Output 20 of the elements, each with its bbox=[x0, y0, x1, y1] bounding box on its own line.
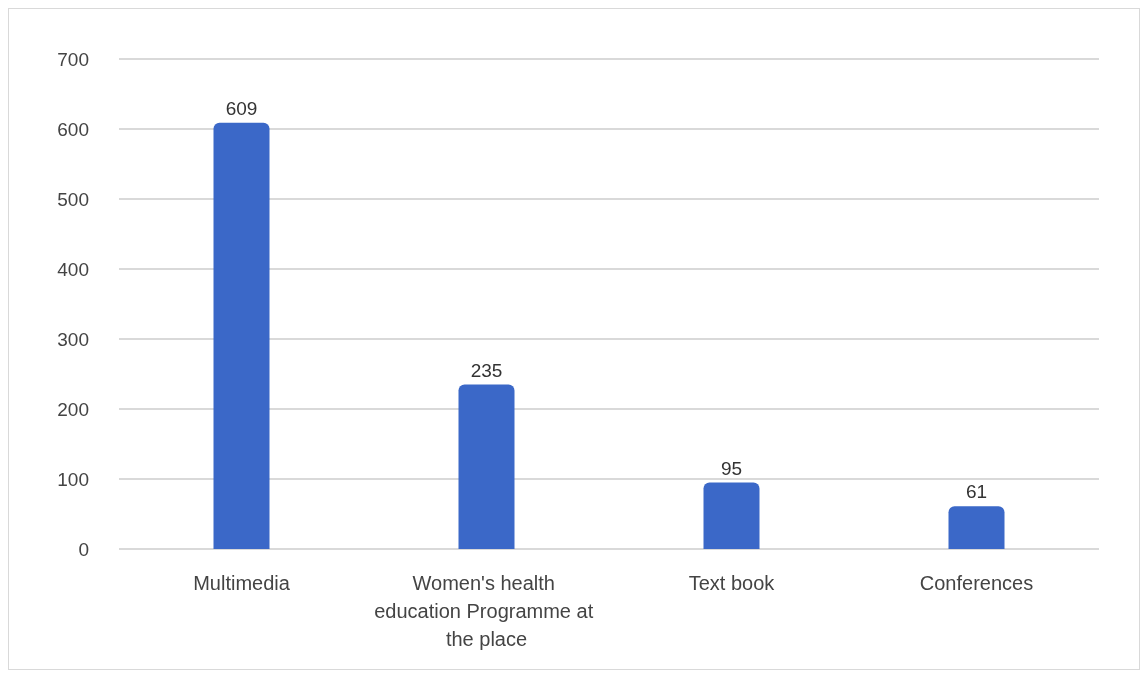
data-label: 95 bbox=[720, 457, 743, 479]
x-tick-label: Multimedia bbox=[193, 572, 291, 594]
data-label: 609 bbox=[225, 97, 258, 119]
y-tick-label: 200 bbox=[57, 398, 89, 420]
data-label: 235 bbox=[470, 359, 503, 381]
bar bbox=[948, 506, 1005, 549]
y-tick-label: 100 bbox=[57, 468, 89, 490]
bar bbox=[458, 384, 515, 549]
bar bbox=[703, 482, 760, 549]
y-tick-label: 700 bbox=[57, 48, 89, 70]
x-tick-label: Conferences bbox=[919, 572, 1034, 594]
y-tick-label: 500 bbox=[57, 188, 89, 210]
x-tick-label: Text book bbox=[688, 572, 776, 594]
y-tick-label: 300 bbox=[57, 328, 89, 350]
y-tick-label: 400 bbox=[57, 258, 89, 280]
x-tick-label: Women's health education Programme at the place bbox=[374, 572, 599, 650]
data-label: 61 bbox=[965, 481, 988, 503]
y-tick-label: 0 bbox=[78, 538, 89, 560]
bar bbox=[213, 122, 270, 549]
y-tick-label: 600 bbox=[57, 118, 89, 140]
